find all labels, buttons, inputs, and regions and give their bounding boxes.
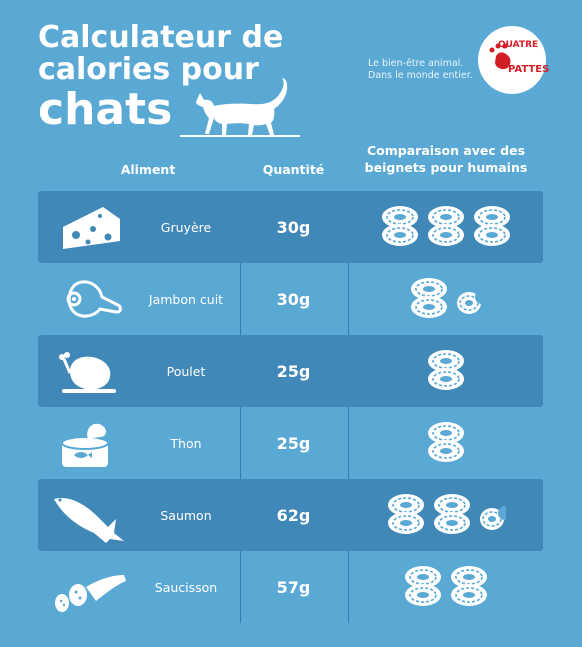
donut-icon [451,566,487,606]
table-row: Saumon 62g [38,479,543,551]
food-name: Saucisson [154,579,218,595]
comparison-header-line-2: beignets pour humains [364,159,528,175]
food-quantity: 25g [276,433,311,453]
tagline: Le bien-être animal. Dans le monde entie… [368,58,473,82]
donut-icon [474,206,510,246]
half-donut-icon [457,290,483,314]
food-name: Jambon cuit [148,291,224,307]
donut-comparison [349,191,543,263]
column-divider [348,191,349,623]
sausage-icon [55,575,126,612]
food-name: Thon [170,435,202,451]
donut-icon [428,350,464,390]
column-header-comparison: Comparaison avec des beignets pour humai… [349,143,543,177]
quatre-pattes-logo: QUATRE PATTES [478,26,550,94]
page-title: Calculateur de calories pour chats [38,22,283,133]
donut-comparison [349,551,543,623]
tuna-can-icon [61,423,109,467]
logo-paw-icon [489,43,511,70]
food-quantity: 30g [276,217,311,237]
donut-icon [405,566,441,606]
donut-icon [434,494,470,534]
half-donut-icon [480,506,506,530]
donut-icon [411,278,447,318]
donut-icon [428,206,464,246]
table-row: Saucisson 57g [38,551,543,623]
donut-comparison [349,407,543,479]
comparison-header-line-1: Comparaison avec des [366,143,526,158]
cheese-icon [63,207,120,249]
table-row: Poulet 25g [38,335,543,407]
ham-icon [66,280,122,318]
table-row: Jambon cuit 30g [38,263,543,335]
tagline-line-2: Dans le monde entier. [368,69,473,81]
food-quantity: 57g [276,577,311,597]
title-line-3: chats [38,84,173,135]
logo-line-1: QUATRE [498,40,539,50]
donut-comparison [349,335,543,407]
column-divider [240,191,241,623]
table-row: Gruyère 30g [38,191,543,263]
table-row: Thon 25g [38,407,543,479]
chicken-icon [59,352,116,393]
logo-line-2: PATTES [508,64,550,75]
walking-cat-icon [180,78,300,137]
food-quantity: 25g [276,361,311,381]
food-quantity: 30g [276,289,311,309]
donut-icon [388,494,424,534]
column-header-food: Aliment [120,162,176,177]
title-line-1: Calculateur de [38,20,284,55]
tagline-line-1: Le bien-être animal. [368,58,464,69]
food-name: Poulet [166,363,206,379]
food-name: Gruyère [160,219,212,235]
donut-comparison [349,479,543,551]
food-name: Saumon [160,507,212,523]
title-line-2: calories pour [38,51,259,87]
salmon-icon [54,497,124,543]
donut-icon [382,206,418,246]
donut-comparison [349,263,543,335]
donut-icon [428,422,464,462]
column-header-quantity: Quantité [262,162,325,177]
food-quantity: 62g [276,505,311,525]
